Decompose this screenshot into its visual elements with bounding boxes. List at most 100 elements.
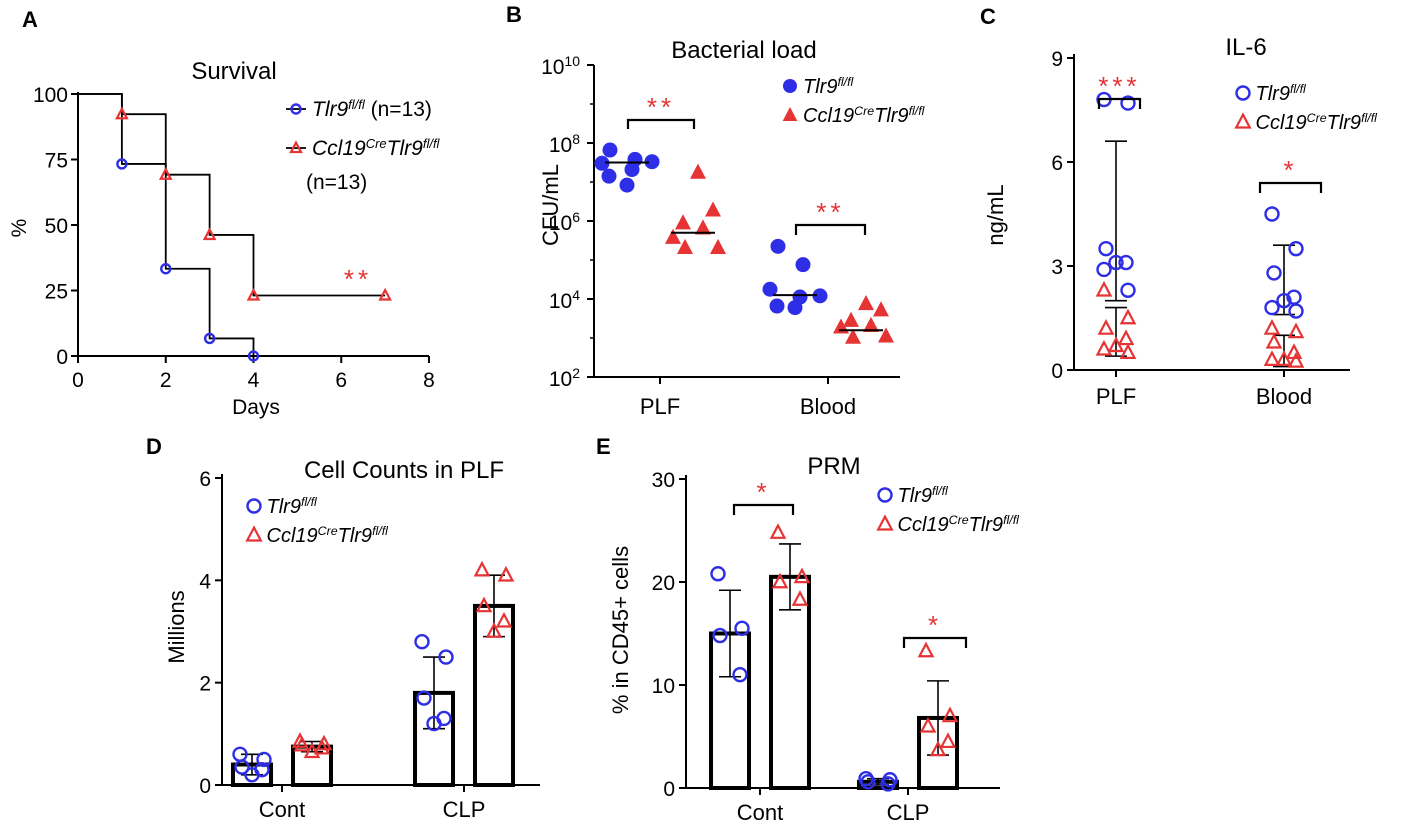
- y-axis-label: %: [8, 219, 31, 238]
- legend-circle-marker: [246, 498, 262, 514]
- y-tick-label: 30: [652, 469, 675, 492]
- y-axis-label: Millions: [164, 590, 189, 663]
- data-point: [812, 288, 828, 304]
- legend-circle-marker: [1235, 85, 1251, 101]
- y-tick-label: 20: [652, 572, 675, 595]
- data-point: [771, 572, 789, 589]
- data-point: [602, 142, 618, 158]
- panel-label-c: C: [980, 4, 996, 29]
- sig-1-bracket: [902, 636, 968, 648]
- legend-circle-marker: [877, 487, 893, 503]
- sig-0-stars: *: [756, 477, 770, 507]
- data-point: [1264, 206, 1280, 222]
- data-point: [705, 201, 721, 217]
- data-point: [234, 759, 250, 775]
- data-point: [1288, 303, 1304, 319]
- data-point: [787, 300, 803, 316]
- panel-label-a: A: [22, 7, 38, 32]
- data-point: [1120, 95, 1136, 111]
- panel-a-survival-chart: A Survival 0 25 50 75 100 0 2 4 6 8 Days% ** Tlr9fl/fl…: [8, 7, 441, 419]
- x-tick-label: Cont: [737, 800, 783, 825]
- legend-label-ccl19: Ccl19CreTlr9fl/fl: [898, 513, 1021, 536]
- x-tick-label: 4: [248, 369, 260, 392]
- data-point: [644, 154, 660, 170]
- legend-triangle-marker: [289, 140, 303, 154]
- data-point: [485, 622, 503, 638]
- chart-title: PRM: [807, 453, 860, 480]
- legend-triangle-marker: [876, 514, 894, 531]
- y-tick-label: 75: [45, 150, 68, 173]
- x-tick-label: 6: [335, 369, 347, 392]
- sig-1-bracket: [1258, 181, 1323, 193]
- y-tick-label: 25: [45, 281, 68, 304]
- legend-label-tlr9: Tlr9fl/fl: [1256, 82, 1308, 105]
- data-point: [1287, 351, 1305, 368]
- y-tick-label: 0: [56, 346, 68, 369]
- x-tick-label: CLP: [887, 800, 930, 825]
- x-tick-label: Blood: [1256, 384, 1312, 409]
- y-axis-label: CFU/mL: [538, 164, 563, 246]
- data-point: [793, 567, 811, 584]
- data-point: [762, 281, 778, 297]
- data-point: [246, 287, 261, 301]
- data-point: [769, 523, 787, 539]
- sig-0-stars: ***: [1098, 71, 1140, 101]
- data-point: [601, 168, 617, 184]
- data-point: [675, 214, 691, 230]
- data-point: [732, 667, 748, 683]
- data-point: [770, 238, 786, 254]
- data-point: [858, 295, 874, 311]
- legend-label-tlr9: Tlr9fl/fl: [803, 75, 855, 98]
- y-tick-label: 0: [663, 778, 675, 801]
- data-point: [677, 238, 693, 254]
- legend-n-label: (n=13): [306, 171, 367, 194]
- y-tick-label: 2: [199, 673, 211, 696]
- chart-title: Bacterial load: [671, 37, 816, 64]
- data-point: [158, 166, 173, 180]
- y-tick-label: 0: [199, 775, 211, 798]
- y-tick-label: 6: [199, 468, 211, 491]
- data-point: [1276, 292, 1292, 309]
- data-point: [734, 620, 750, 637]
- data-point: [1263, 319, 1281, 335]
- data-point: [1288, 240, 1304, 257]
- y-tick-label: 9: [1051, 48, 1063, 71]
- legend-triangle-marker: [1234, 112, 1252, 129]
- sig-1-stars: *: [1283, 155, 1297, 185]
- data-point: [769, 298, 785, 314]
- data-point: [619, 177, 635, 193]
- sig-0-bracket: [732, 503, 795, 515]
- data-point: [1095, 339, 1113, 356]
- data-point: [473, 560, 491, 577]
- y-tick-label: 100: [33, 84, 68, 107]
- data-point: [860, 774, 876, 790]
- data-point: [160, 263, 172, 275]
- data-point: [1097, 319, 1115, 335]
- data-point: [495, 611, 513, 628]
- data-point: [256, 751, 272, 768]
- data-point: [116, 158, 128, 170]
- data-point: [919, 716, 937, 733]
- data-point: [1264, 299, 1280, 316]
- data-point: [843, 311, 859, 327]
- chart-title: IL-6: [1225, 34, 1266, 61]
- legend-triangle-marker: [245, 525, 263, 542]
- data-point: [1120, 282, 1136, 298]
- data-point: [1287, 322, 1305, 339]
- legend-label-ccl19: Ccl19CreTlr9fl/fl: [803, 104, 926, 127]
- sig-blood-bracket: [794, 223, 867, 235]
- legend-label-tlr9: Tlr9fl/fl (n=13): [312, 97, 432, 122]
- y-tick-label: 104: [549, 287, 580, 313]
- y-axis-label: % in CD45+ cells: [608, 546, 633, 714]
- data-point: [939, 732, 957, 749]
- data-point: [880, 776, 896, 792]
- data-point: [1095, 280, 1113, 297]
- x-tick-label: Blood: [800, 394, 856, 419]
- legend-circle-marker: [783, 79, 797, 93]
- data-point: [941, 706, 959, 723]
- data-point: [712, 627, 728, 644]
- x-axis-label: Days: [232, 396, 280, 419]
